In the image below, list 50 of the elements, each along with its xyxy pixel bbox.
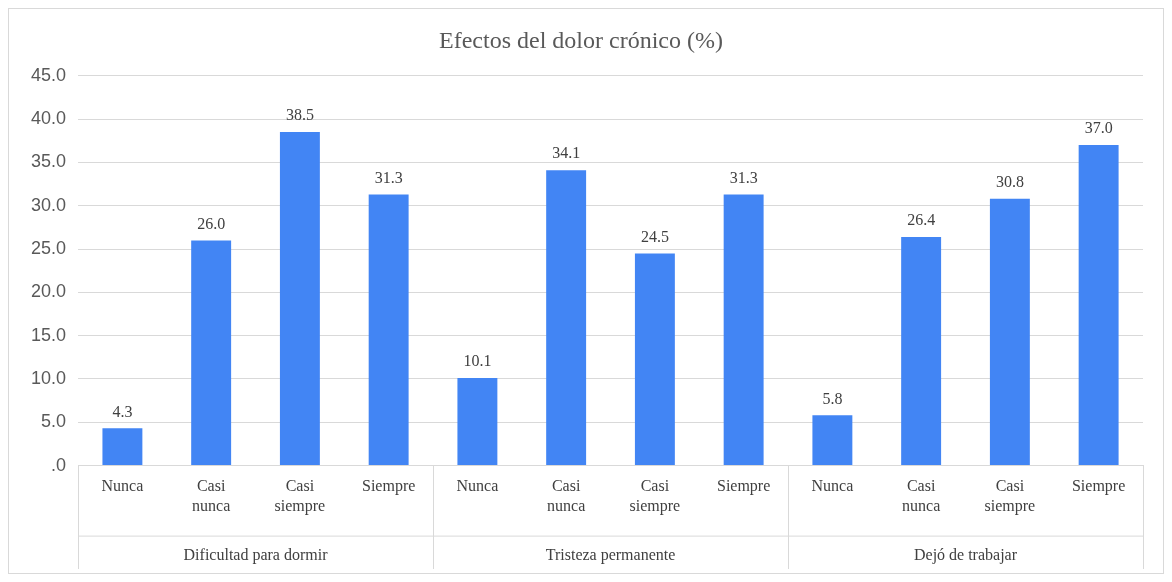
bar — [723, 194, 764, 466]
text: Dificultad para dormir — [183, 545, 329, 564]
x-tick-label: Casi nunca — [547, 477, 586, 514]
bar — [1078, 145, 1119, 466]
data-label: 24.5 — [640, 227, 669, 245]
y-tick-label: .0 — [51, 454, 67, 475]
bar — [279, 132, 320, 466]
data-label: 30.8 — [995, 173, 1024, 191]
data-label: 4.3 — [112, 402, 133, 420]
x-tick-label: Casi nunca — [192, 477, 231, 514]
data-label: 38.5 — [285, 106, 314, 124]
bar — [989, 198, 1030, 466]
chart-title: Efectos del dolor crónico (%) — [439, 26, 723, 53]
data-label: 31.3 — [729, 168, 758, 186]
text: Dejó de trabajar — [913, 545, 1018, 564]
y-tick-label: 20.0 — [30, 281, 67, 302]
data-label: 34.1 — [552, 144, 581, 162]
y-tick-label: 35.0 — [30, 151, 67, 172]
x-tick-label: Nunca — [101, 477, 144, 495]
bar — [634, 253, 675, 466]
y-tick-label: 10.0 — [30, 367, 67, 388]
data-label: 26.0 — [197, 214, 226, 232]
x-tick-label: Casi nunca — [902, 477, 941, 514]
data-label: 5.8 — [822, 389, 843, 407]
text: Tristeza permanente — [545, 545, 676, 564]
x-tick-label: Nunca — [811, 477, 854, 495]
data-label: 31.3 — [374, 168, 403, 186]
data-label: 37.0 — [1084, 119, 1113, 137]
data-label: 26.4 — [907, 211, 936, 229]
x-tick-label: Nunca — [456, 477, 499, 495]
x-tick-label: Siempre — [1071, 477, 1126, 496]
y-tick-label: 25.0 — [30, 238, 67, 259]
y-tick-label: 45.0 — [30, 64, 67, 85]
y-tick-label: 5.0 — [41, 411, 67, 432]
x-tick-label: Siempre — [716, 477, 771, 496]
bar — [191, 240, 232, 466]
y-tick-label: 15.0 — [30, 324, 67, 345]
x-tick-label: Casi siempre — [274, 477, 326, 515]
bar — [901, 236, 942, 466]
bar — [457, 378, 498, 466]
bar — [812, 415, 853, 466]
y-tick-label: 30.0 — [30, 194, 67, 215]
data-label: 10.1 — [463, 352, 492, 370]
x-tick-label: Siempre — [361, 477, 416, 496]
x-tick-label: Casi siempre — [629, 477, 681, 515]
bar — [368, 194, 409, 466]
bar — [546, 170, 587, 466]
y-tick-label: 40.0 — [30, 108, 67, 129]
x-tick-label: Casi siempre — [984, 477, 1036, 515]
bar — [102, 428, 143, 466]
